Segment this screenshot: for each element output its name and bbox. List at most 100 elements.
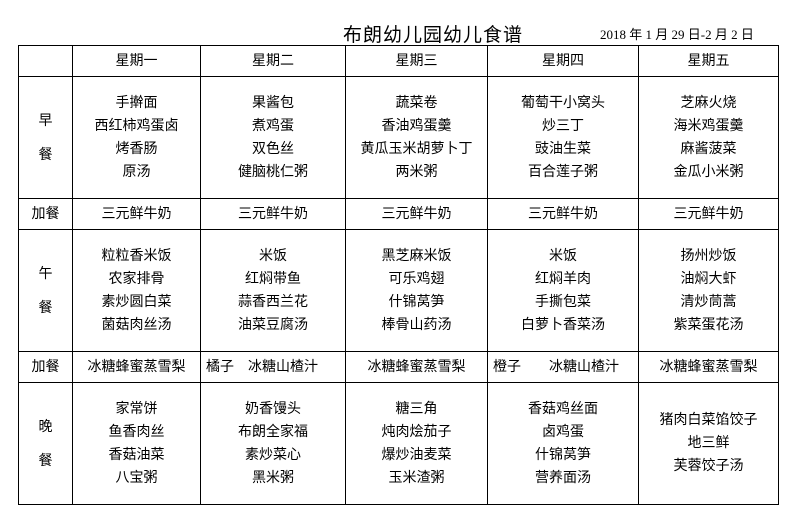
dish-item: 米饭 [259, 247, 287, 264]
dish-item: 素炒菜心 [245, 446, 301, 463]
meal-label: 加餐 [18, 351, 73, 383]
menu-cell: 三元鲜牛奶 [487, 198, 639, 230]
dish-item: 葡萄干小窝头 [521, 94, 605, 111]
dish-item: 油焖大虾 [680, 270, 737, 287]
meal-label-char: 早 [38, 112, 53, 129]
dish-item: 什锦莴笋 [535, 446, 591, 463]
dish-item: 红焖带鱼 [245, 270, 301, 287]
dish-item: 奶香馒头 [245, 400, 301, 417]
dish-item: 爆炒油麦菜 [381, 446, 452, 463]
menu-cell: 芝麻火烧海米鸡蛋羹麻酱菠菜金瓜小米粥 [638, 76, 779, 199]
dish-item: 香菇鸡丝面 [528, 400, 598, 417]
dish-item: 麻酱菠菜 [680, 140, 737, 157]
day-header: 星期四 [487, 45, 639, 77]
menu-cell: 橘子 冰糖山楂汁 [200, 351, 346, 383]
dish-item: 鱼香肉丝 [108, 423, 165, 440]
dish-item: 黑芝麻米饭 [381, 247, 452, 264]
meal-label-char: 晚 [38, 418, 53, 435]
meal-row: 早餐手擀面 西红柿鸡蛋卤 烤香肠 原汤 果酱包 煮鸡蛋 双色丝 健脑桃仁粥 蔬菜卷 香油鸡蛋羹 黄瓜… [18, 76, 779, 199]
dish-item: 扬州炒饭 [680, 247, 737, 264]
menu-cell: 粒粒香米饭 农家排骨 素炒圆白菜 菌菇肉丝汤 [72, 229, 201, 352]
page-title: 布朗幼儿园幼儿食谱 [343, 24, 524, 46]
dish-item: 地三鲜 [687, 435, 730, 451]
meal-row: 晚餐家常饼 鱼香肉丝 香菇油菜 八宝粥 奶香馒头 布朗全家福 素炒菜心 黑米粥 糖三角 炖肉烩茄子… [18, 382, 779, 505]
dish-item: 健脑桃仁粥 [238, 163, 308, 180]
menu-cell: 冰糖蜂蜜蒸雪梨 [638, 351, 779, 383]
dish-item: 手擀面 [115, 94, 158, 111]
dish-item: 粒粒香米饭 [101, 247, 172, 264]
menu-cell: 猪肉白菜馅饺子 地三鲜芙蓉饺子汤 [638, 382, 779, 505]
dish-item: 果酱包 [252, 94, 294, 111]
dish-item: 芙蓉饺子汤 [673, 458, 744, 474]
menu-cell: 黑芝麻米饭可乐鸡翅什锦莴笋棒骨山药汤 [345, 229, 488, 352]
day-header: 星期一 [72, 45, 201, 77]
day-header: 星期二 [200, 45, 346, 77]
dish-item: 可乐鸡翅 [388, 270, 445, 287]
meal-label: 早餐 [18, 76, 73, 199]
menu-cell: 橙子 冰糖山楂汁 [487, 351, 639, 383]
meal-label-char: 餐 [38, 146, 53, 163]
dish-item: 双色丝 [252, 140, 294, 157]
dish-item: 煮鸡蛋 [252, 117, 294, 134]
date-range: 2018 年 1 月 29 日-2 月 2 日 [600, 27, 754, 42]
dish-item: 蔬菜卷 [395, 94, 438, 111]
dish-item: 农家排骨 [108, 270, 165, 287]
dish-item: 烤香肠 [115, 140, 158, 157]
menu-cell: 三元鲜牛奶 [345, 198, 488, 230]
dish-item: 白萝卜香菜汤 [521, 316, 605, 333]
dish-item: 炖肉烩茄子 [381, 423, 452, 440]
menu-cell: 家常饼 鱼香肉丝 香菇油菜 八宝粥 [72, 382, 201, 505]
dish-item: 蒜香西兰花 [238, 293, 308, 310]
menu-cell: 三元鲜牛奶 [72, 198, 201, 230]
menu-cell: 葡萄干小窝头 炒三丁豉油生菜百合莲子粥 [487, 76, 639, 199]
dish-item: 红焖羊肉 [535, 270, 591, 287]
meal-label-char: 餐 [38, 452, 53, 469]
day-header: 星期三 [345, 45, 488, 77]
dish-item: 油菜豆腐汤 [238, 316, 308, 333]
dish-item: 棒骨山药汤 [381, 316, 452, 333]
menu-cell: 三元鲜牛奶 [638, 198, 779, 230]
menu-cell: 果酱包煮鸡蛋双色丝健脑桃仁粥 [200, 76, 346, 199]
dish-item: 布朗全家福 [238, 423, 308, 440]
menu-cell: 奶香馒头布朗全家福素炒菜心黑米粥 [200, 382, 346, 505]
menu-cell: 香菇鸡丝面卤鸡蛋什锦莴笋营养面汤 [487, 382, 639, 505]
meal-label: 午餐 [18, 229, 73, 352]
menu-table: 星期一 星期二 星期三 星期四 星期五 早餐手擀面 西红柿鸡蛋卤 烤香肠 原汤 果酱包煮… [18, 45, 779, 505]
menu-cell: 冰糖蜂蜜蒸雪梨 [72, 351, 201, 383]
meal-label: 晚餐 [18, 382, 73, 505]
dish-item: 金瓜小米粥 [673, 163, 744, 180]
dish-item: 香菇油菜 [108, 446, 165, 463]
meal-label: 加餐 [18, 198, 73, 230]
corner-cell [18, 45, 73, 77]
dish-item: 黄瓜玉米胡萝卜丁 [360, 140, 473, 157]
menu-cell: 扬州炒饭 油焖大虾 清炒茼蒿 紫菜蛋花汤 [638, 229, 779, 352]
dish-item: 菌菇肉丝汤 [101, 316, 172, 333]
snack-row: 加餐 冰糖蜂蜜蒸雪梨 橘子 冰糖山楂汁 冰糖蜂蜜蒸雪梨 橙子 冰糖山楂汁 冰糖蜂蜜蒸雪梨 [18, 351, 779, 383]
dish-item: 米饭 [549, 247, 577, 264]
dish-item: 卤鸡蛋 [542, 423, 584, 440]
dish-item: 猪肉白菜馅饺子 [659, 412, 758, 428]
dish-item: 炒三丁 [542, 117, 584, 134]
dish-item: 芝麻火烧 [680, 94, 737, 111]
meal-label-char: 午 [38, 265, 53, 282]
dish-item: 糖三角 [395, 400, 438, 417]
menu-cell: 米饭红焖带鱼蒜香西兰花油菜豆腐汤 [200, 229, 346, 352]
dish-item: 豉油生菜 [535, 140, 591, 157]
dish-item: 手撕包菜 [535, 293, 591, 310]
snack-row: 加餐 三元鲜牛奶 三元鲜牛奶 三元鲜牛奶 三元鲜牛奶 三元鲜牛奶 [18, 198, 779, 230]
meal-label-char: 餐 [38, 299, 53, 316]
dish-item: 两米粥 [395, 163, 438, 180]
dish-item: 紫菜蛋花汤 [673, 316, 744, 333]
dish-item: 营养面汤 [535, 469, 591, 486]
dish-item: 百合莲子粥 [528, 163, 598, 180]
day-header: 星期五 [638, 45, 779, 77]
dish-item: 玉米渣粥 [388, 469, 445, 486]
dish-item: 什锦莴笋 [388, 293, 445, 310]
dish-item: 西红柿鸡蛋卤 [94, 117, 179, 134]
meal-row: 午餐粒粒香米饭 农家排骨 素炒圆白菜 菌菇肉丝汤 米饭 红焖带鱼 蒜香西兰花 油菜豆腐汤 黑芝麻… [18, 229, 779, 352]
menu-cell: 冰糖蜂蜜蒸雪梨 [345, 351, 488, 383]
dish-item: 香油鸡蛋羹 [381, 117, 452, 134]
dish-item: 黑米粥 [252, 469, 294, 486]
dish-item: 海米鸡蛋羹 [673, 117, 744, 134]
header-row: 星期一 星期二 星期三 星期四 星期五 [18, 45, 779, 77]
